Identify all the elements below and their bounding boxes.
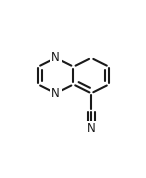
Text: N: N <box>51 51 60 64</box>
Text: N: N <box>87 122 96 135</box>
Text: N: N <box>51 87 60 100</box>
